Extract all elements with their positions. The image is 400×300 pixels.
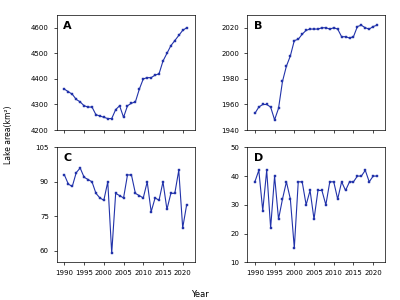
Text: Year: Year xyxy=(191,290,209,299)
Text: A: A xyxy=(64,21,72,31)
Text: D: D xyxy=(254,153,263,163)
Text: Lake area(km²): Lake area(km²) xyxy=(4,106,13,164)
Text: C: C xyxy=(64,153,72,163)
Text: B: B xyxy=(254,21,262,31)
